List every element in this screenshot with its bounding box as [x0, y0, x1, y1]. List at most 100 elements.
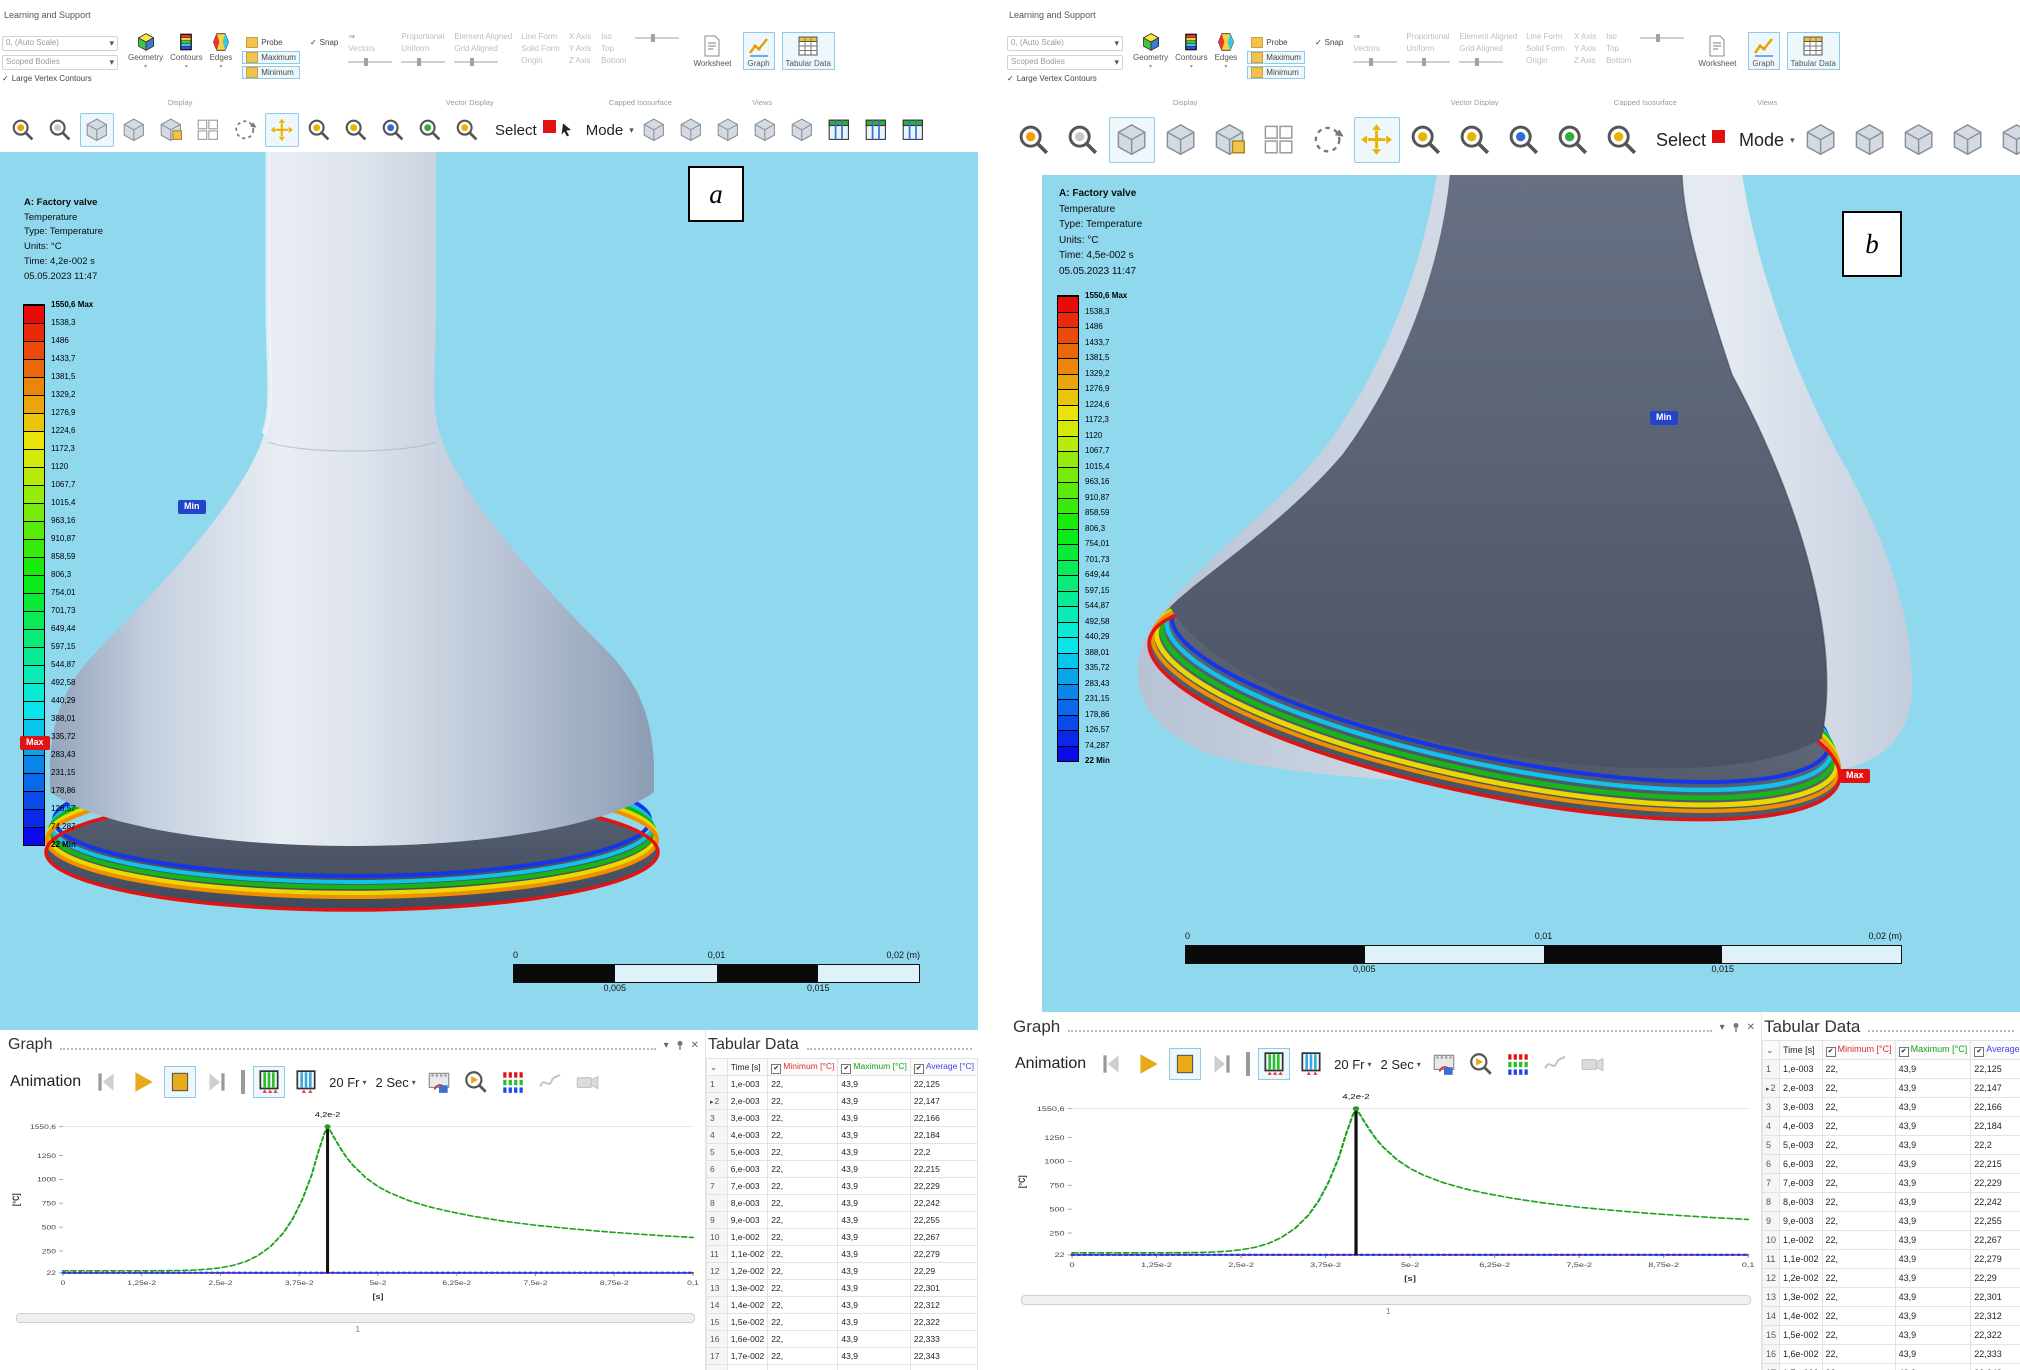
- zoom-geometry-icon[interactable]: [413, 113, 447, 147]
- export-video-button[interactable]: [1428, 1048, 1460, 1080]
- y-axis-option[interactable]: Y Axis: [568, 44, 591, 53]
- pan-icon[interactable]: [1354, 117, 1400, 163]
- element-aligned-option[interactable]: Element Aligned: [454, 32, 513, 41]
- table-row[interactable]: 15 1,5e-002 22, 43,9 22,322: [1762, 1325, 2020, 1345]
- column-header[interactable]: ✔ Maximum [°C]: [1894, 1040, 1972, 1060]
- time-steps-button[interactable]: [290, 1066, 322, 1098]
- zoom-in-icon[interactable]: [1452, 117, 1498, 163]
- minimum-checkbox[interactable]: Minimum: [242, 66, 300, 79]
- select-pointer-icon[interactable]: [785, 113, 819, 147]
- select-vertex-icon[interactable]: [637, 113, 671, 147]
- snap-checkbox[interactable]: ✓ Snap: [1315, 28, 1343, 110]
- column-header[interactable]: Time [s]: [726, 1058, 769, 1076]
- table-row[interactable]: 12 1,2e-002 22, 43,9 22,29: [1762, 1268, 2020, 1288]
- max-probe-tag[interactable]: Max: [20, 736, 50, 750]
- result-chart[interactable]: 1550,6 1250 1000 750 500 250 22 0 1,25e-2 2,5e-2 3…: [1011, 1088, 1761, 1293]
- pane-drag-handle[interactable]: [1868, 1030, 2014, 1032]
- frames-dropdown[interactable]: 20 Fr ▾: [329, 1075, 366, 1090]
- animation-timeline[interactable]: 1: [16, 1313, 695, 1339]
- bottom-option[interactable]: Bottom: [601, 56, 627, 65]
- column-header[interactable]: ✔ Maximum [°C]: [837, 1058, 911, 1076]
- solid-form-option[interactable]: Solid Form: [521, 44, 560, 53]
- zoom-previous-icon[interactable]: [1599, 117, 1645, 163]
- select-body-icon[interactable]: [748, 113, 782, 147]
- zoom-highlight-icon[interactable]: [1403, 117, 1449, 163]
- select-edge-icon[interactable]: [1847, 117, 1893, 163]
- scale-combo[interactable]: 0, (Auto Scale) ▾: [1007, 36, 1123, 51]
- iso-view-icon[interactable]: [1109, 117, 1155, 163]
- select-body-icon[interactable]: [1945, 117, 1991, 163]
- iso-option[interactable]: Iso: [601, 32, 612, 41]
- uniform-option[interactable]: Uniform: [401, 44, 430, 53]
- play-button[interactable]: [127, 1066, 159, 1098]
- bottom-option[interactable]: Bottom: [1606, 56, 1632, 65]
- table-row[interactable]: 14 1,4e-002 22, 43,9 22,312: [706, 1296, 978, 1314]
- zoom-previous-icon[interactable]: [450, 113, 484, 147]
- large-vertex-contours-checkbox[interactable]: ✓ Large Vertex Contours: [1007, 74, 1123, 83]
- duration-dropdown[interactable]: 2 Sec ▾: [376, 1075, 416, 1090]
- max-probe-tag[interactable]: Max: [1840, 769, 1870, 783]
- contours-button[interactable]: Contours ▾: [1175, 32, 1208, 70]
- geometry-button[interactable]: Geometry ▾: [1133, 32, 1168, 70]
- table-row[interactable]: 11 1,1e-002 22, 43,9 22,279: [1762, 1249, 2020, 1269]
- y-axis-option[interactable]: Y Axis: [1573, 44, 1596, 53]
- line-form-option[interactable]: Line Form: [1526, 32, 1563, 41]
- column-header[interactable]: Time [s]: [1779, 1040, 1823, 1060]
- contour-bands-button[interactable]: [1502, 1048, 1534, 1080]
- geometry-button[interactable]: Geometry ▾: [128, 32, 163, 70]
- duration-dropdown[interactable]: 2 Sec ▾: [1381, 1057, 1421, 1072]
- scoped-bodies-combo[interactable]: Scoped Bodies ▾: [2, 55, 118, 70]
- table-row[interactable]: ▸2 2,e-003 22, 43,9 22,147: [1762, 1078, 2020, 1098]
- pane-drag-handle[interactable]: [806, 1048, 972, 1050]
- nav-forward-icon[interactable]: [1060, 117, 1106, 163]
- table-row[interactable]: 9 9,e-003 22, 43,9 22,255: [706, 1211, 978, 1229]
- large-vertex-contours-checkbox[interactable]: ✓ Large Vertex Contours: [2, 74, 118, 83]
- vectors-arrow-icon[interactable]: ⇒: [1353, 32, 1361, 41]
- nav-back-icon[interactable]: [1011, 117, 1057, 163]
- grid-aligned-option[interactable]: Grid Aligned: [1459, 44, 1503, 53]
- edges-button[interactable]: Edges ▾: [1215, 32, 1237, 70]
- isosurface-slider[interactable]: [1640, 34, 1685, 42]
- viewports-icon[interactable]: [191, 113, 225, 147]
- top-option[interactable]: Top: [601, 44, 614, 53]
- step-first-button[interactable]: [1095, 1048, 1127, 1080]
- result-chart[interactable]: 1550,6 1250 1000 750 500 250 22 0 1,25e-2 2,5e-2 3…: [6, 1106, 705, 1311]
- shaded-view-icon[interactable]: [1158, 117, 1204, 163]
- tabular-data-view-button[interactable]: Tabular Data: [781, 32, 835, 70]
- minimum-checkbox[interactable]: Minimum: [1247, 66, 1305, 79]
- camera-button[interactable]: [1576, 1048, 1608, 1080]
- select-face-icon[interactable]: [1896, 117, 1942, 163]
- zoom-geometry-icon[interactable]: [1550, 117, 1596, 163]
- zoom-fit-chart-button[interactable]: [1465, 1048, 1497, 1080]
- pane-drag-handle[interactable]: [60, 1048, 656, 1050]
- stop-button[interactable]: [1169, 1048, 1202, 1080]
- proportional-option[interactable]: Proportional: [1406, 32, 1450, 41]
- shaded-view-icon[interactable]: [117, 113, 151, 147]
- table-row[interactable]: 7 7,e-003 22, 43,9 22,229: [1762, 1173, 2020, 1193]
- table-row[interactable]: 15 1,5e-002 22, 43,9 22,322: [706, 1313, 978, 1331]
- table-row[interactable]: 14 1,4e-002 22, 43,9 22,312: [1762, 1306, 2020, 1326]
- tabular-data-table[interactable]: ⌄ Time [s] ✔ Minimum [°C] ✔ Maximum [°C] ✔ Aver…: [1762, 1040, 2020, 1370]
- copy-view-icon[interactable]: [154, 113, 188, 147]
- table-gutter-header[interactable]: ⌄: [1762, 1040, 1781, 1060]
- proportional-option[interactable]: Proportional: [401, 32, 445, 41]
- column-checkbox[interactable]: ✔: [1898, 1046, 1909, 1057]
- z-axis-option[interactable]: Z Axis: [1573, 56, 1596, 65]
- probe-checkbox[interactable]: Probe: [242, 36, 300, 49]
- length-slider[interactable]: [401, 58, 446, 66]
- step-last-button[interactable]: [1206, 1048, 1238, 1080]
- iso-view-icon[interactable]: [80, 113, 114, 147]
- table-row[interactable]: 4 4,e-003 22, 43,9 22,184: [706, 1126, 978, 1144]
- maximum-checkbox[interactable]: Maximum: [242, 51, 300, 64]
- top-option[interactable]: Top: [1606, 44, 1619, 53]
- origin-option[interactable]: Origin: [1526, 56, 1548, 65]
- table-row[interactable]: 5 5,e-003 22, 43,9 22,2: [1762, 1135, 2020, 1155]
- export-video-button[interactable]: [423, 1066, 455, 1098]
- learning-support-link[interactable]: Learning and Support: [4, 10, 91, 20]
- table-row[interactable]: 13 1,3e-002 22, 43,9 22,301: [1762, 1287, 2020, 1307]
- nav-back-icon[interactable]: [6, 113, 40, 147]
- viewports-icon[interactable]: [1256, 117, 1302, 163]
- select-pointer-icon[interactable]: [1994, 117, 2020, 163]
